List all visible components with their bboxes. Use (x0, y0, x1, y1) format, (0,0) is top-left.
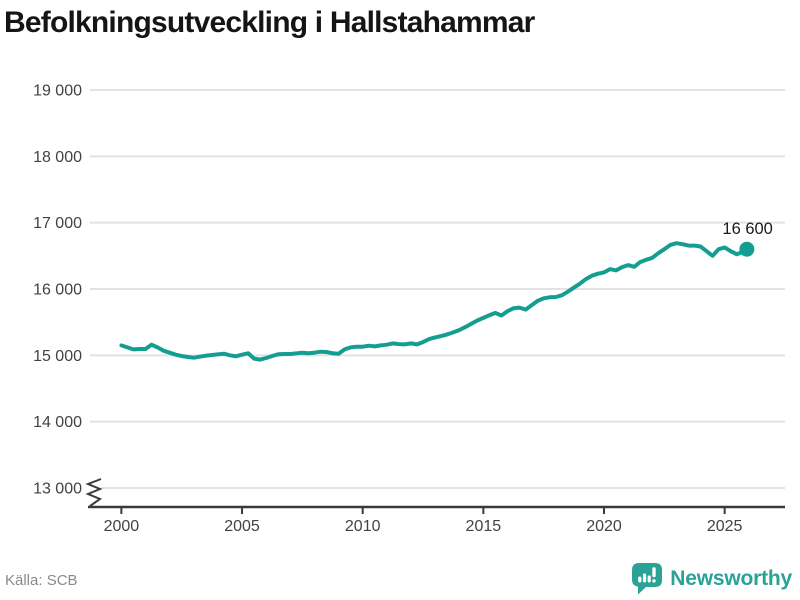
y-tick-label: 13 000 (33, 481, 82, 498)
x-tick-label: 2020 (586, 518, 622, 535)
brand-logo[interactable]: Newsworthy (632, 563, 792, 595)
y-tick-label: 16 000 (33, 282, 82, 299)
x-tick-label: 2025 (707, 518, 743, 535)
brand-wordmark: Newsworthy (670, 567, 792, 590)
population-line (119, 241, 749, 362)
y-tick-label: 18 000 (33, 149, 82, 166)
axis-break-icon (85, 478, 103, 507)
y-tick-label: 17 000 (33, 215, 82, 232)
end-value-label: 16 600 (722, 220, 772, 238)
x-tick-label: 2000 (104, 518, 140, 535)
y-tick-label: 15 000 (33, 348, 82, 365)
end-point-marker (739, 241, 755, 257)
source-note: Källa: SCB (5, 572, 78, 589)
y-tick-label: 14 000 (33, 414, 82, 431)
y-tick-label: 19 000 (33, 83, 82, 100)
x-tick-label: 2015 (466, 518, 502, 535)
newsworthy-icon (632, 563, 663, 595)
x-tick-label: 2005 (224, 518, 260, 535)
x-tick-label: 2010 (345, 518, 381, 535)
page-title: Befolkningsutveckling i Hallstahammar (4, 6, 535, 39)
